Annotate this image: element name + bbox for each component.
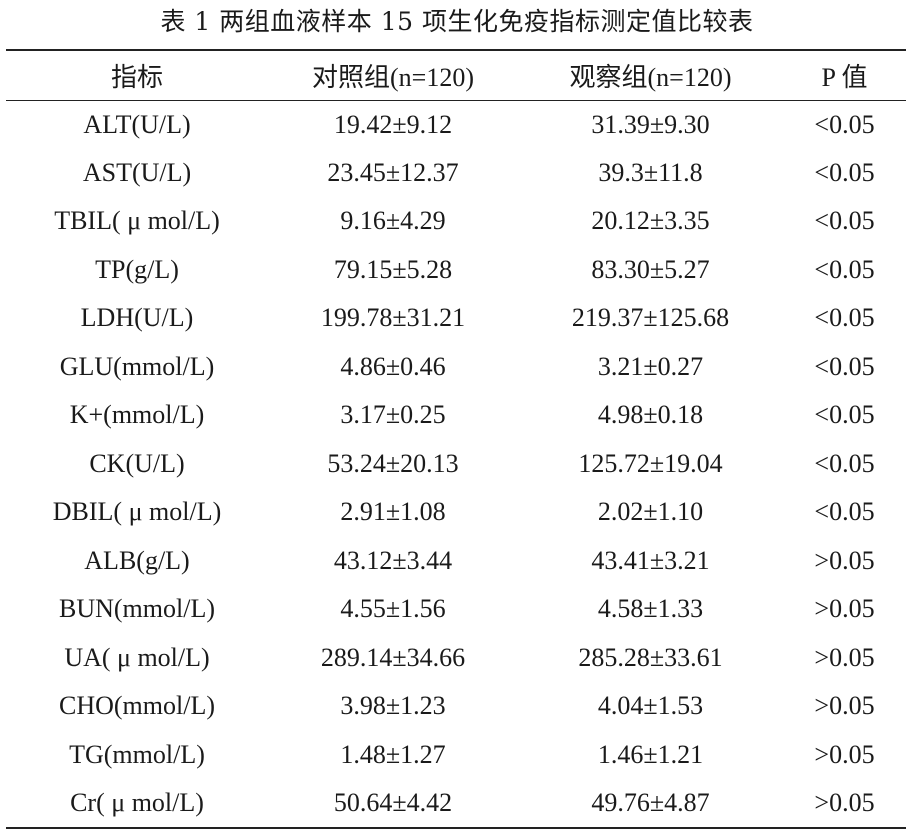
table-row: LDH(U/L) 199.78±31.21 219.37±125.68 <0.0… — [6, 294, 906, 343]
cell-observation-value: 31.39±9.30 — [591, 109, 710, 139]
table-row: CHO(mmol/L) 3.98±1.23 4.04±1.53 >0.05 — [6, 682, 906, 731]
cell-p-value: <0.05 — [814, 351, 875, 381]
cell-indicator: K+(mmol/L) — [69, 400, 205, 430]
cell-observation-value: 4.98±0.18 — [597, 400, 704, 430]
cell-indicator: CHO(mmol/L) — [59, 691, 215, 721]
table-row: Cr( μ mol/L) 50.64±4.42 49.76±4.87 >0.05 — [6, 779, 906, 828]
cell-indicator: Cr( μ mol/L) — [70, 787, 204, 817]
cell-control-value: 2.91±1.08 — [340, 497, 446, 527]
table-row: BUN(mmol/L) 4.55±1.56 4.58±1.33 >0.05 — [6, 585, 906, 634]
table-body: ALT(U/L) 19.42±9.12 31.39±9.30 <0.05 AST… — [6, 100, 906, 828]
cell-control-value: 79.15±5.28 — [333, 254, 453, 284]
cell-observation-value: 39.3±11.8 — [598, 157, 703, 187]
cell-p-value: >0.05 — [814, 739, 875, 769]
table-row: DBIL( μ mol/L) 2.91±1.08 2.02±1.10 <0.05 — [6, 488, 906, 537]
cell-p-value: >0.05 — [814, 691, 875, 721]
cell-observation-value: 43.41±3.21 — [591, 545, 710, 575]
cell-indicator: DBIL( μ mol/L) — [52, 497, 222, 527]
cell-observation-value: 20.12±3.35 — [591, 206, 710, 236]
cell-p-value: >0.05 — [814, 594, 875, 624]
cell-indicator: TBIL( μ mol/L) — [54, 206, 220, 236]
table-caption: 表 1 两组血液样本 15 项生化免疫指标测定值比较表 — [160, 7, 754, 36]
cell-control-value: 43.12±3.44 — [333, 545, 453, 575]
cell-indicator: UA( μ mol/L) — [64, 642, 210, 672]
cell-control-value: 23.45±12.37 — [327, 157, 459, 187]
cell-observation-value: 49.76±4.87 — [591, 787, 710, 817]
biochemical-indicators-table: 指标 对照组(n=120) 观察组(n=120) P 值 ALT(U/L) 19… — [6, 49, 906, 829]
table-row: CK(U/L) 53.24±20.13 125.72±19.04 <0.05 — [6, 440, 906, 489]
header-p-value: P 值 — [821, 62, 868, 92]
cell-p-value: <0.05 — [814, 109, 875, 139]
cell-observation-value: 2.02±1.10 — [597, 497, 704, 527]
cell-p-value: >0.05 — [814, 642, 875, 672]
table-row: TBIL( μ mol/L) 9.16±4.29 20.12±3.35 <0.0… — [6, 197, 906, 246]
table-row: ALB(g/L) 43.12±3.44 43.41±3.21 >0.05 — [6, 537, 906, 586]
cell-p-value: <0.05 — [814, 400, 875, 430]
cell-indicator: TG(mmol/L) — [69, 739, 205, 769]
cell-p-value: >0.05 — [814, 545, 875, 575]
cell-observation-value: 83.30±5.27 — [591, 254, 710, 284]
cell-control-value: 50.64±4.42 — [333, 787, 453, 817]
cell-observation-value: 285.28±33.61 — [578, 642, 723, 672]
cell-indicator: GLU(mmol/L) — [59, 351, 215, 381]
cell-control-value: 289.14±34.66 — [320, 642, 466, 672]
cell-p-value: <0.05 — [814, 206, 875, 236]
cell-p-value: >0.05 — [814, 787, 875, 817]
cell-control-value: 4.55±1.56 — [340, 594, 446, 624]
table-row: ALT(U/L) 19.42±9.12 31.39±9.30 <0.05 — [6, 100, 906, 149]
cell-control-value: 199.78±31.21 — [320, 303, 466, 333]
cell-indicator: BUN(mmol/L) — [59, 594, 215, 624]
cell-control-value: 3.17±0.25 — [340, 400, 446, 430]
cell-observation-value: 219.37±125.68 — [571, 303, 730, 333]
header-control-group: 对照组(n=120) — [312, 62, 474, 92]
cell-indicator: LDH(U/L) — [80, 303, 194, 333]
cell-p-value: <0.05 — [814, 497, 875, 527]
header-row: 指标 对照组(n=120) 观察组(n=120) P 值 — [6, 50, 906, 100]
cell-indicator: AST(U/L) — [82, 157, 192, 187]
cell-indicator: TP(g/L) — [95, 254, 179, 284]
cell-control-value: 53.24±20.13 — [327, 448, 459, 478]
cell-observation-value: 125.72±19.04 — [578, 448, 723, 478]
table-row: TP(g/L) 79.15±5.28 83.30±5.27 <0.05 — [6, 246, 906, 295]
cell-observation-value: 3.21±0.27 — [597, 351, 704, 381]
cell-control-value: 1.48±1.27 — [340, 739, 446, 769]
cell-observation-value: 1.46±1.21 — [597, 739, 704, 769]
header-observation-group: 观察组(n=120) — [569, 62, 732, 92]
cell-indicator: ALB(g/L) — [84, 545, 190, 575]
cell-control-value: 3.98±1.23 — [340, 691, 446, 721]
cell-p-value: <0.05 — [814, 448, 875, 478]
table-header: 指标 对照组(n=120) 观察组(n=120) P 值 — [6, 50, 906, 100]
cell-control-value: 19.42±9.12 — [333, 109, 453, 139]
cell-indicator: CK(U/L) — [89, 448, 185, 478]
cell-control-value: 4.86±0.46 — [340, 351, 446, 381]
table-row: AST(U/L) 23.45±12.37 39.3±11.8 <0.05 — [6, 149, 906, 198]
cell-control-value: 9.16±4.29 — [340, 206, 446, 236]
table-row: GLU(mmol/L) 4.86±0.46 3.21±0.27 <0.05 — [6, 343, 906, 392]
cell-indicator: ALT(U/L) — [83, 109, 191, 139]
cell-observation-value: 4.04±1.53 — [597, 691, 704, 721]
table-row: TG(mmol/L) 1.48±1.27 1.46±1.21 >0.05 — [6, 731, 906, 780]
cell-p-value: <0.05 — [814, 254, 875, 284]
cell-p-value: <0.05 — [814, 303, 875, 333]
cell-observation-value: 4.58±1.33 — [597, 594, 704, 624]
cell-p-value: <0.05 — [814, 157, 875, 187]
table-row: K+(mmol/L) 3.17±0.25 4.98±0.18 <0.05 — [6, 391, 906, 440]
header-indicator: 指标 — [110, 62, 163, 92]
table-row: UA( μ mol/L) 289.14±34.66 285.28±33.61 >… — [6, 634, 906, 683]
